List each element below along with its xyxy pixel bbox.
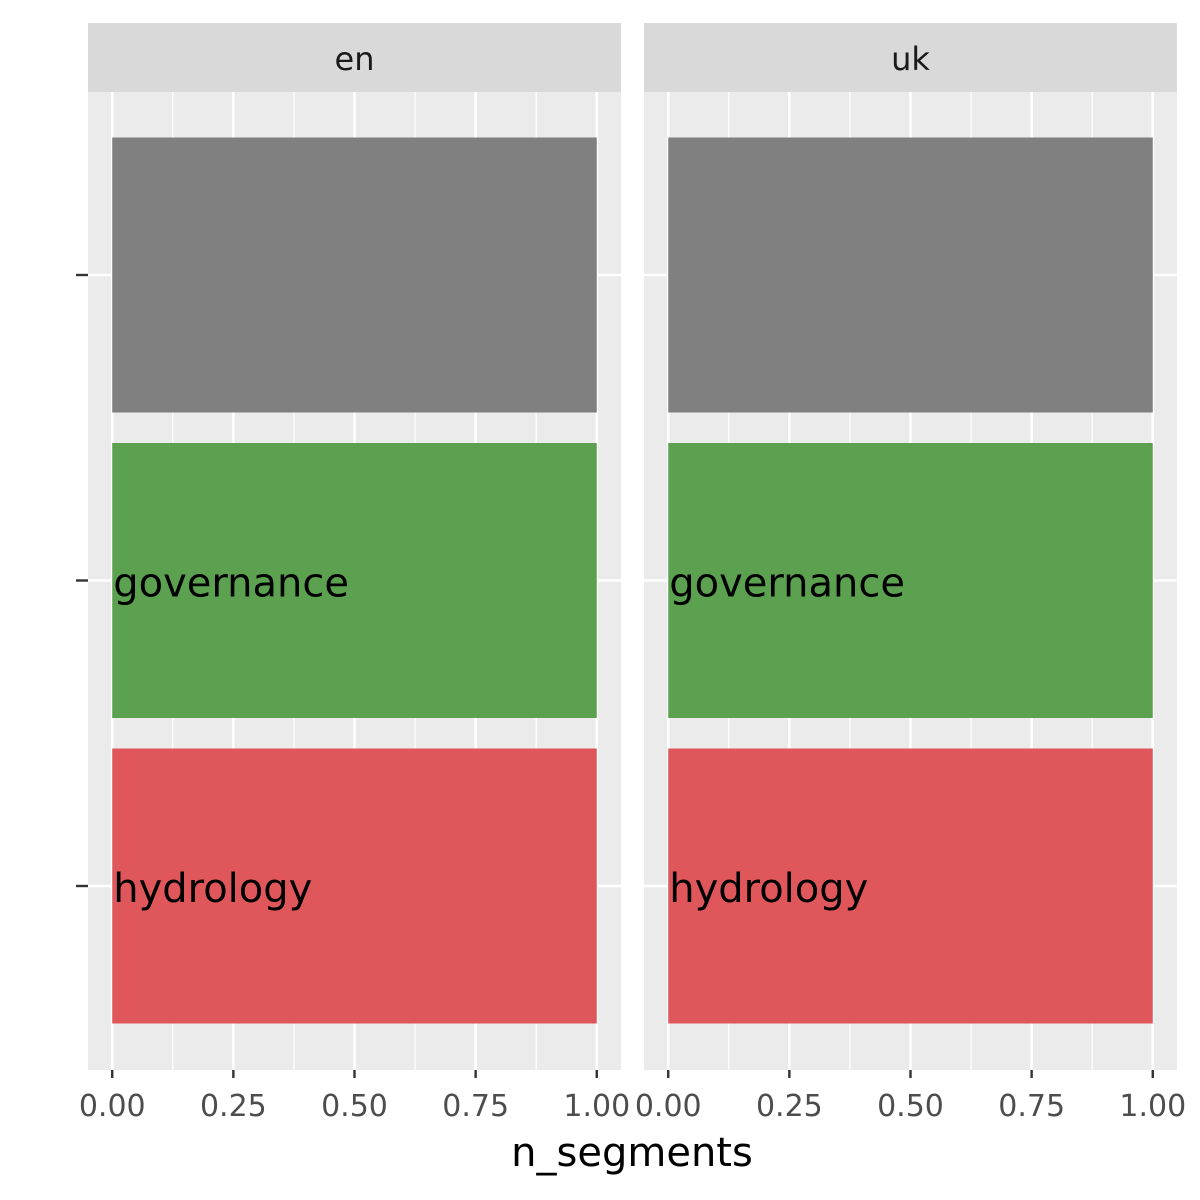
bar-label: hydrology — [113, 866, 312, 912]
facet-strip — [88, 23, 621, 92]
bar-unlabeled — [668, 137, 1153, 413]
bar-hydrology — [668, 748, 1153, 1024]
x-tick-label: 0.50 — [877, 1089, 944, 1124]
bar-label: hydrology — [669, 866, 868, 912]
x-tick-label: 1.00 — [563, 1089, 630, 1124]
x-tick-label: 0.50 — [321, 1089, 388, 1124]
facet-strip-label: uk — [891, 40, 930, 78]
bar-unlabeled — [112, 137, 597, 413]
x-tick-label: 0.75 — [442, 1089, 509, 1124]
x-tick-label: 1.00 — [1119, 1089, 1186, 1124]
facet-strip — [644, 23, 1177, 92]
bar-governance — [112, 443, 597, 718]
facet-panel-en: en governance hydrology 0.00 0.25 0.50 0.75 1.0… — [79, 23, 630, 1124]
x-tick-label: 0.00 — [635, 1089, 702, 1124]
facet-panels: en governance hydrology 0.00 0.25 0.50 0.75 1.0… — [79, 23, 1186, 1124]
bar-hydrology — [112, 748, 597, 1024]
x-tick-label: 0.00 — [79, 1089, 146, 1124]
bar-label: governance — [669, 561, 905, 607]
x-tick-label: 0.25 — [756, 1089, 823, 1124]
facet-panel-uk: uk governance hydrology 0.00 0.25 0.50 0.75 1.0… — [635, 23, 1186, 1124]
facet-strip-label: en — [335, 40, 375, 78]
x-tick-label: 0.75 — [998, 1089, 1065, 1124]
x-tick-label: 0.25 — [200, 1089, 267, 1124]
bar-label: governance — [113, 561, 349, 607]
x-axis-title: n_segments — [511, 1130, 753, 1176]
bar-governance — [668, 443, 1153, 718]
y-axis-ticks — [76, 273, 88, 888]
